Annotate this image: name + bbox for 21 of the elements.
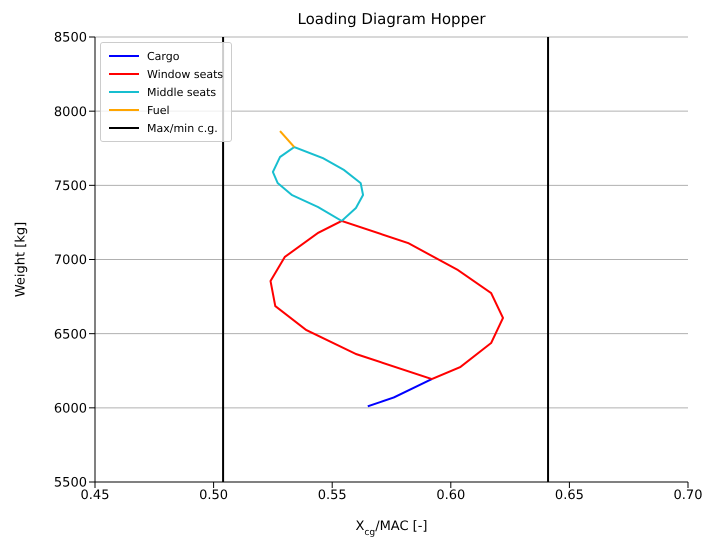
y-tick-label: 8500 xyxy=(54,30,87,46)
x-tick-label: 0.55 xyxy=(318,488,347,504)
y-tick-label: 6000 xyxy=(54,401,87,416)
x-tick-label: 0.50 xyxy=(199,488,228,504)
chart-title: Loading Diagram Hopper xyxy=(296,10,486,28)
y-tick-label: 7500 xyxy=(54,178,87,194)
legend-label: Cargo xyxy=(147,50,180,62)
x-tick-label: 0.45 xyxy=(80,488,110,504)
x-tick-label: 0.70 xyxy=(674,488,702,504)
legend-label: Max/min c.g. xyxy=(147,122,218,134)
y-tick-label: 8000 xyxy=(54,104,87,120)
x-tick-label: 0.65 xyxy=(554,488,584,504)
y-axis-title: Weight [kg] xyxy=(14,222,29,298)
y-tick-label: 7000 xyxy=(54,253,87,268)
x-tick-label: 0.60 xyxy=(436,488,466,504)
y-tick-label: 5500 xyxy=(54,476,87,491)
x-axis-title: X$_{cg}$/MAC [-] xyxy=(356,519,428,537)
y-tick-label: 6500 xyxy=(54,327,87,342)
legend-label: Fuel xyxy=(147,104,170,116)
legend-label: Middle seats xyxy=(147,86,216,98)
legend-label: Window seats xyxy=(147,68,224,80)
